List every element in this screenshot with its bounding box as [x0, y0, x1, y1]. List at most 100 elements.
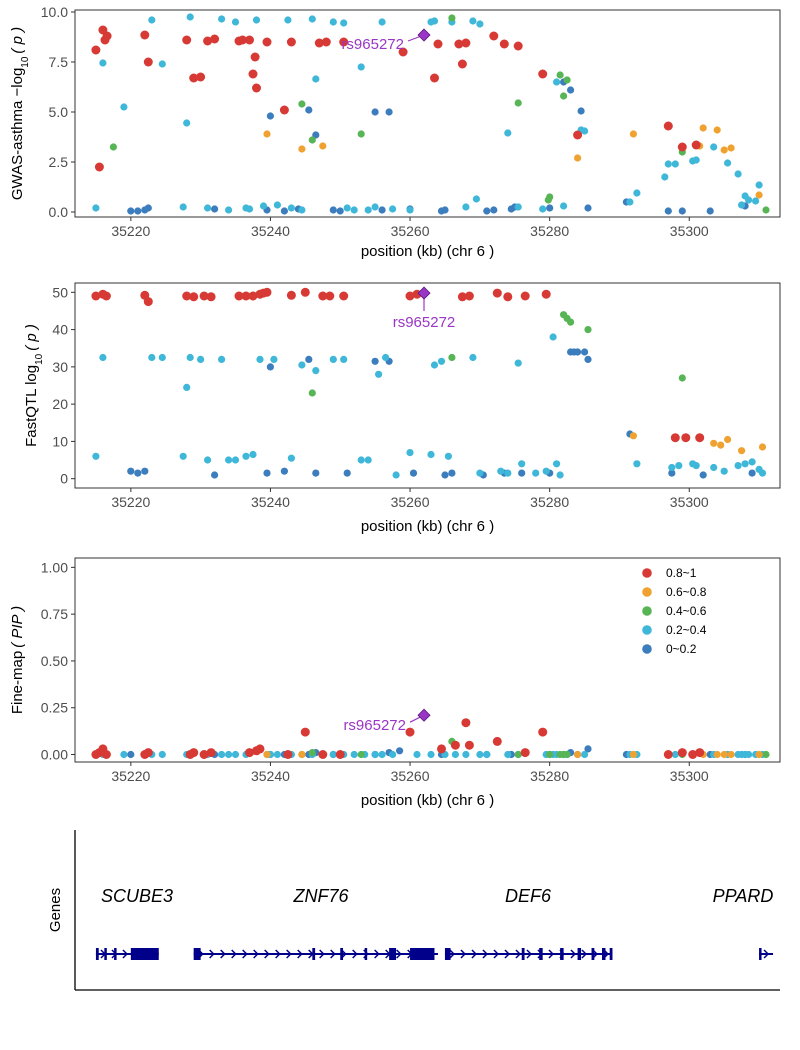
finemap-y-tick-label: 0.50	[41, 653, 68, 669]
gwas-y-axis-title: GWAS-asthma −log10 ( p )	[9, 27, 31, 200]
gwas-snp-point	[677, 142, 687, 152]
fastqtl-lead-label: rs965272	[393, 314, 456, 331]
fastqtl-snp-point	[266, 363, 274, 371]
gwas-snp-point	[321, 37, 331, 47]
finemap-snp-point	[350, 750, 358, 759]
finemap-y-tick-label: 0.25	[41, 700, 68, 716]
finemap-snp-point	[755, 750, 763, 759]
fastqtl-snp-point	[549, 333, 557, 341]
gwas-snp-point	[454, 39, 464, 49]
finemap-snp-point	[389, 750, 397, 759]
gwas-snp-point	[755, 181, 763, 189]
finemap-snp-point	[371, 750, 379, 759]
fastqtl-snp-point	[503, 292, 513, 302]
gwas-snp-point	[308, 15, 316, 23]
gwas-lead-label: rs965272	[341, 36, 404, 53]
fastqtl-snp-point	[101, 291, 111, 301]
finemap-snp-point	[318, 750, 328, 759]
legend-label: 0~0.2	[666, 642, 697, 656]
finemap-y-tick-label: 1.00	[41, 559, 68, 575]
finemap-snp-point	[308, 749, 316, 757]
fastqtl-snp-point	[375, 370, 383, 378]
finemap-snp-point	[225, 750, 233, 759]
legend-swatch	[642, 606, 652, 616]
finemap-y-ticks: 0.00 0.25 0.50 0.75 1.00	[41, 559, 75, 763]
fastqtl-snp-point	[406, 449, 414, 457]
exon-block	[104, 948, 107, 960]
exon-block	[193, 948, 201, 960]
gwas-snp-point	[472, 195, 480, 203]
fastqtl-snp-point	[629, 432, 638, 440]
exon-block	[410, 948, 435, 960]
gwas-snp-point	[273, 201, 281, 209]
gwas-snp-point	[248, 69, 258, 79]
finemap-snp-point	[688, 750, 698, 759]
fastqtl-snp-point	[448, 353, 456, 362]
gwas-snp-point	[504, 129, 512, 137]
gwas-snp-point	[469, 17, 477, 25]
finemap-snp-point	[677, 748, 687, 758]
legend-label: 0.8~1	[666, 566, 697, 580]
finemap-snp-point	[263, 750, 271, 759]
gwas-snp-point	[266, 112, 274, 120]
gwas-snp-point	[581, 127, 589, 135]
finemap-snp-point	[581, 750, 589, 759]
fastqtl-snp-point	[695, 433, 705, 443]
fastqtl-y-tick-label: 0	[60, 471, 68, 487]
finemap-snp-point	[283, 750, 293, 759]
gwas-snp-point	[144, 204, 152, 212]
fastqtl-x-axis-title: position (kb) (chr 6 )	[361, 518, 494, 535]
gwas-y-title-p: ( p )	[9, 27, 26, 54]
fastqtl-snp-point	[364, 456, 372, 464]
fastqtl-snp-point	[286, 290, 296, 300]
gwas-points	[91, 13, 770, 215]
fastqtl-snp-point	[241, 291, 251, 301]
gene-znf76: ZNF76	[193, 886, 438, 960]
strand-arrow	[581, 949, 588, 959]
gwas-snp-point	[664, 207, 672, 215]
fastqtl-snp-point	[270, 355, 278, 363]
gwas-snp-point	[734, 170, 742, 178]
finemap-snp-point	[574, 750, 582, 759]
exon-block	[389, 948, 397, 960]
strand-arrow	[220, 949, 226, 959]
fastqtl-snp-point	[556, 471, 564, 479]
finemap-snp-point	[120, 750, 128, 759]
strand-arrow	[515, 949, 522, 959]
gwas-x-tick-label: 35220	[111, 223, 150, 239]
fastqtl-snp-point	[127, 467, 135, 475]
finemap-snp-point	[378, 750, 386, 759]
gwas-snp-point	[298, 206, 306, 214]
gwas-snp-point	[148, 16, 156, 24]
fastqtl-snp-point	[249, 450, 257, 459]
fastqtl-snp-point	[678, 374, 686, 382]
finemap-snp-point	[437, 744, 446, 754]
fastqtl-snp-point	[567, 318, 575, 326]
gwas-snp-point	[250, 52, 260, 62]
gwas-snp-point	[158, 60, 166, 68]
finemap-plot-border	[74, 557, 781, 763]
gwas-snp-point	[225, 206, 233, 214]
gwas-snp-point	[433, 39, 443, 49]
finemap-snp-point	[671, 750, 679, 759]
fastqtl-snp-point	[409, 469, 418, 477]
gwas-snp-point	[127, 207, 135, 215]
finemap-snp-point	[101, 750, 111, 759]
fastqtl-lead-diamond	[417, 286, 431, 300]
fastqtl-snp-point	[430, 361, 439, 369]
gwas-plot-border	[74, 9, 781, 218]
exon-block	[312, 948, 316, 960]
strand-arrow	[763, 949, 770, 959]
exon-block	[560, 948, 564, 960]
fastqtl-y-title-p: ( p )	[23, 324, 40, 351]
gwas-snp-point	[189, 73, 199, 83]
exon-block	[114, 948, 117, 960]
fastqtl-snp-point	[758, 469, 767, 477]
gwas-snp-point	[661, 173, 669, 181]
gwas-snp-point	[448, 14, 456, 22]
finemap-snp-point	[695, 748, 705, 758]
finemap-snp-point	[504, 750, 512, 759]
finemap-snp-point	[189, 748, 199, 758]
fastqtl-snp-point	[263, 469, 271, 477]
fastqtl-snp-point	[492, 288, 502, 298]
